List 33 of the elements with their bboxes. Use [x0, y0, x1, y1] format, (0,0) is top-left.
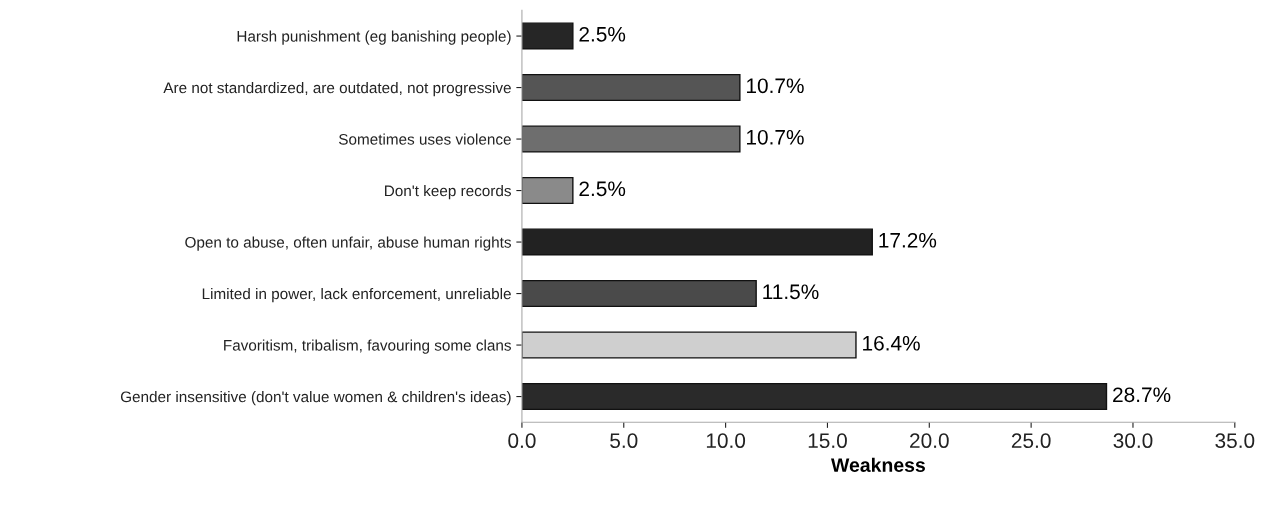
y-tick-label: Don't keep records	[385, 185, 511, 200]
bar	[521, 228, 873, 256]
data-label: 10.7%	[747, 129, 804, 145]
data-label: 2.5%	[579, 26, 626, 42]
x-tick-label: 15.0	[808, 433, 847, 449]
data-label: 28.7%	[1113, 387, 1171, 403]
y-tick-label: Favoritism, tribalism, favouring some clans	[224, 339, 511, 354]
x-tick-label: 0.0	[508, 433, 536, 449]
data-label: 10.7%	[747, 78, 804, 94]
data-label: 11.5%	[763, 284, 819, 300]
y-tick-label: Open to abuse, often unfair, abuse human rights	[185, 236, 511, 251]
data-label: 16.4%	[863, 335, 920, 351]
x-axis-title: Weakness	[831, 457, 925, 472]
data-label: 17.2%	[879, 232, 937, 248]
x-tick-label: 10.0	[706, 433, 746, 449]
y-tick-label: Are not standardized, are outdated, not progressive	[163, 82, 511, 97]
x-tick-label: 35.0	[1215, 433, 1255, 449]
x-tick-label: 20.0	[910, 433, 949, 449]
y-tick-label: Gender insensitive (don't value women & children's ideas)	[120, 391, 511, 406]
y-tick-label: Limited in power, lack enforcement, unreliable	[202, 288, 511, 303]
y-tick-label: Sometimes uses violence	[338, 133, 511, 145]
bar	[521, 73, 741, 102]
bar	[521, 279, 757, 308]
data-label: 2.5%	[579, 181, 626, 197]
bar	[521, 176, 574, 205]
bar	[521, 382, 1108, 411]
y-tick-label: Harsh punishment (eg banishing people)	[237, 30, 511, 45]
x-tick-label: 25.0	[1011, 433, 1051, 449]
x-tick-label: 30.0	[1113, 433, 1153, 449]
x-tick-label: 5.0	[610, 433, 638, 449]
bar	[521, 22, 574, 50]
bar	[521, 331, 857, 359]
bar	[521, 125, 741, 153]
